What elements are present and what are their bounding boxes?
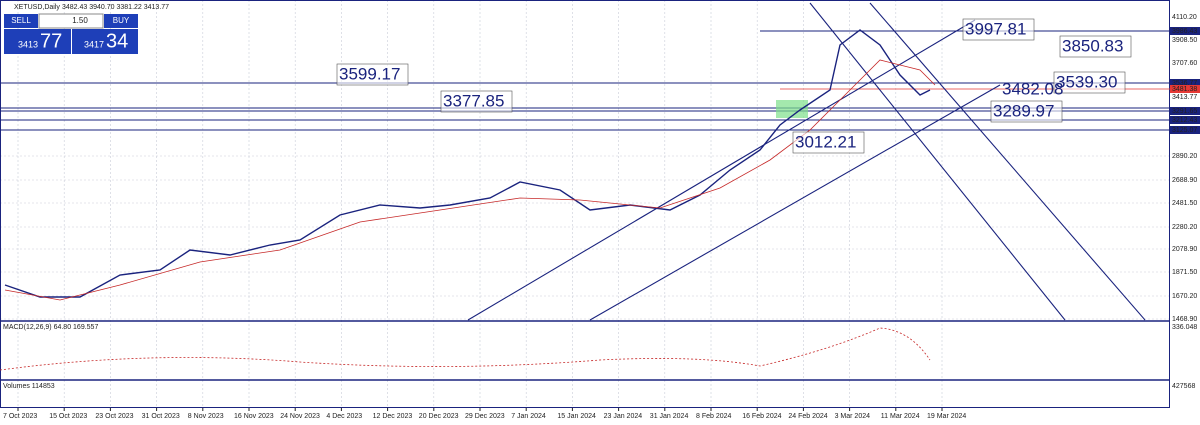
price-tag — [1170, 85, 1200, 93]
date-axis-label: 20 Dec 2023 — [419, 413, 459, 420]
macd-axis-label: 336.048 — [1172, 324, 1197, 331]
annotation-box — [1053, 71, 1126, 94]
price-axis-label: 3125.07 — [1172, 127, 1197, 134]
annotation: 3599.17 — [339, 64, 400, 83]
price-axis-label: 2481.50 — [1172, 200, 1197, 207]
macd-signal — [0, 327, 931, 371]
price-tag — [1170, 107, 1200, 115]
date-axis-label: 31 Jan 2024 — [650, 413, 689, 420]
date-axis-label: 31 Oct 2023 — [142, 413, 180, 420]
grid — [0, 0, 1170, 408]
price-tag — [1170, 79, 1200, 87]
annotation: 3012.21 — [795, 132, 856, 151]
price-axis-label: 3413.77 — [1172, 94, 1197, 101]
price-axis-label: 1468.90 — [1172, 316, 1197, 323]
volume-label: Volumes 114853 — [3, 383, 55, 390]
price-axis-label: 2688.90 — [1172, 177, 1197, 184]
volume-axis-label: 427568 — [1172, 383, 1195, 390]
buy-price-box[interactable] — [72, 29, 138, 54]
sell-label[interactable]: SELL — [11, 16, 31, 25]
annotation-box — [1059, 35, 1132, 58]
date-axis-label: 7 Jan 2024 — [511, 413, 546, 420]
date-axis-label: 23 Oct 2023 — [95, 413, 133, 420]
buy-label[interactable]: BUY — [113, 16, 130, 25]
price-axis-label: 3707.60 — [1172, 60, 1197, 67]
date-axis-label: 7 Oct 2023 — [3, 413, 37, 420]
level-lines — [0, 30, 1170, 131]
buy-button[interactable] — [104, 14, 138, 28]
annotation-box — [440, 90, 513, 113]
sell-price-box[interactable] — [4, 29, 71, 54]
price-axis-label: 1670.20 — [1172, 293, 1197, 300]
date-axis-label: 23 Jan 2024 — [604, 413, 643, 420]
annotation-box — [990, 100, 1063, 123]
price-axis-label: 2280.20 — [1172, 224, 1197, 231]
annotation: 3539.30 — [1056, 72, 1117, 91]
moving-average — [4, 59, 936, 301]
price-axis-label: 3986.43 — [1172, 28, 1197, 35]
date-axis-label: 4 Dec 2023 — [326, 413, 362, 420]
date-axis-label: 8 Nov 2023 — [188, 413, 224, 420]
annotation-box — [336, 63, 409, 86]
channel-lines — [467, 2, 1146, 321]
annotation: 3997.81 — [965, 19, 1026, 38]
price-tag — [1170, 126, 1200, 134]
dynamic: 4110.20 3986.43 3908.50 3707.60 3536.773481.… — [3, 14, 1200, 420]
price-axis-label: 3481.38 — [1172, 86, 1197, 93]
buy-pips: 34 — [106, 30, 128, 52]
price-axis-label: 3291.65 — [1172, 108, 1197, 115]
lot-input[interactable] — [38, 13, 104, 29]
date-axis-label: 29 Dec 2023 — [465, 413, 505, 420]
frame — [0, 0, 1170, 408]
price-axis-label: 2890.20 — [1172, 153, 1197, 160]
price-path — [4, 29, 931, 298]
date-axis-label: 12 Dec 2023 — [373, 413, 413, 420]
price-tag — [1170, 27, 1200, 35]
date-axis-label: 11 Mar 2024 — [881, 413, 920, 420]
sell-price: 3413 — [18, 39, 38, 49]
date-axis-label: 3 Mar 2024 — [835, 413, 871, 420]
date-axis-label: 15 Oct 2023 — [49, 413, 87, 420]
date-axis-label: 24 Nov 2023 — [280, 413, 320, 420]
price-axis-label: 3908.50 — [1172, 37, 1197, 44]
price-axis-label: 1871.50 — [1172, 269, 1197, 276]
date-axis-label: 8 Feb 2024 — [696, 413, 732, 420]
price-axis-label: 3536.77 — [1172, 80, 1197, 87]
sell-pips: 77 — [40, 30, 62, 52]
date-axis-label: 19 Mar 2024 — [927, 413, 966, 420]
date-axis-label: 24 Feb 2024 — [788, 413, 827, 420]
annotation-box — [962, 18, 1035, 41]
date-axis-label: 15 Jan 2024 — [557, 413, 596, 420]
annotation: 3850.83 — [1062, 36, 1123, 55]
lot-value[interactable]: 1.50 — [72, 16, 88, 25]
price-tag — [1170, 116, 1200, 124]
annotation: 3289.97 — [993, 101, 1054, 120]
date-axis-label: 16 Nov 2023 — [234, 413, 274, 420]
price-axis-label: 3212.43 — [1172, 117, 1197, 124]
buy-price: 3417 — [84, 39, 104, 49]
price-axis-label: 4110.20 — [1172, 14, 1197, 21]
price-axis-label: 2078.90 — [1172, 246, 1197, 253]
date-axis-label: 16 Feb 2024 — [742, 413, 781, 420]
annotation-box — [792, 131, 865, 154]
header-ohlc: 3482.43 3940.70 3381.22 3413.77 — [62, 4, 169, 11]
sell-button[interactable] — [4, 14, 38, 28]
annotation: 3377.85 — [443, 91, 504, 110]
highlight-zone — [776, 100, 808, 118]
macd-label: MACD(12,26,9) 64.80 169.557 — [3, 324, 98, 331]
annotation: 3482.08 — [1002, 79, 1063, 98]
header-symbol: XETUSD,Daily — [14, 4, 60, 11]
